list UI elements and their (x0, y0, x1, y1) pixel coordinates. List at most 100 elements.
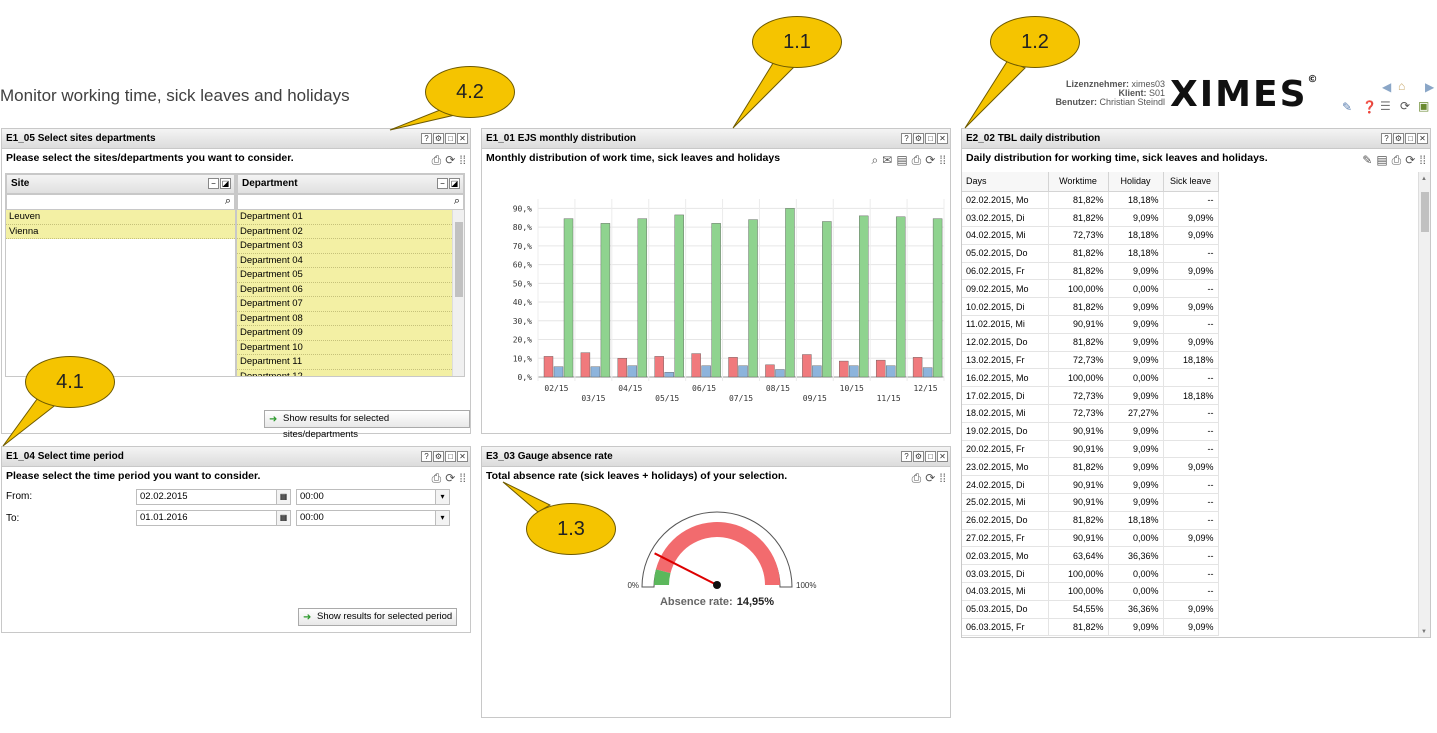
print-icon[interactable]: ⎙ (911, 153, 922, 167)
maximize-button[interactable]: □ (1405, 133, 1416, 144)
maximize-button[interactable]: □ (445, 133, 456, 144)
calendar-icon[interactable]: ▦ (276, 511, 290, 525)
department-item[interactable]: Department 04 (237, 253, 452, 268)
grid-icon[interactable]: ⁞⁞ (459, 471, 466, 485)
department-item[interactable]: Department 05 (237, 268, 452, 283)
table-row[interactable]: 16.02.2015, Mo 100,00% 0,00% -- (962, 368, 1219, 388)
site-item[interactable]: Leuven (6, 210, 235, 225)
table-row[interactable]: 03.02.2015, Di 81,82% 9,09% 9,09% (962, 208, 1219, 228)
site-filter-input[interactable]: ⌕ (6, 194, 235, 210)
table-row[interactable]: 09.02.2015, Mo 100,00% 0,00% -- (962, 279, 1219, 299)
help-button[interactable]: ? (1381, 133, 1392, 144)
show-results-sites-button[interactable]: ➜ Show results for selected sites/departm… (264, 410, 470, 440)
table-row[interactable]: 20.02.2015, Fr 90,91% 9,09% -- (962, 440, 1219, 459)
refresh-icon[interactable]: ⟳ (445, 471, 456, 485)
column-header[interactable]: Sick leave (1163, 172, 1219, 192)
close-button[interactable]: ✕ (457, 133, 468, 144)
collapse-button[interactable]: − (208, 178, 219, 189)
table-row[interactable]: 04.03.2015, Mi 100,00% 0,00% -- (962, 582, 1219, 601)
table-row[interactable]: 12.02.2015, Do 81,82% 9,09% 9,09% (962, 333, 1219, 352)
department-filter-input[interactable]: ⌕ (237, 194, 464, 210)
table-row[interactable]: 10.02.2015, Di 81,82% 9,09% 9,09% (962, 297, 1219, 317)
grid-icon[interactable]: ⁞⁞ (1419, 153, 1426, 167)
from-date-field[interactable]: 02.02.2015 ▦ (136, 489, 291, 505)
wrench-icon[interactable]: ✎ (1342, 100, 1353, 114)
settings-button[interactable]: ⚙ (913, 133, 924, 144)
show-results-period-button[interactable]: ➜ Show results for selected period (298, 608, 458, 626)
settings-button[interactable]: ⚙ (1393, 133, 1404, 144)
search-icon[interactable]: ⌕ (224, 195, 231, 207)
help-button[interactable]: ? (901, 133, 912, 144)
close-button[interactable]: ✕ (1417, 133, 1428, 144)
column-header[interactable]: Days (962, 172, 1049, 192)
table-row[interactable]: 02.02.2015, Mo 81,82% 18,18% -- (962, 191, 1219, 210)
zoom-icon[interactable]: ⌕ (871, 153, 879, 167)
department-item[interactable]: Department 06 (237, 282, 452, 297)
chevron-down-icon[interactable]: ▾ (435, 511, 449, 525)
exit-icon[interactable]: ▣ (1418, 99, 1430, 113)
excel-icon[interactable]: ▤ (1376, 153, 1388, 167)
table-row[interactable]: 06.02.2015, Fr 81,82% 9,09% 9,09% (962, 262, 1219, 281)
help-button[interactable]: ? (421, 133, 432, 144)
settings-button[interactable]: ⚙ (433, 451, 444, 462)
settings-button[interactable]: ⚙ (433, 133, 444, 144)
column-header[interactable]: Holiday (1108, 172, 1164, 192)
back-arrow-icon[interactable]: ◀ (1382, 80, 1392, 94)
table-row[interactable]: 24.02.2015, Di 90,91% 9,09% -- (962, 475, 1219, 495)
chevron-down-icon[interactable]: ▾ (435, 490, 449, 504)
maximize-button[interactable]: □ (925, 133, 936, 144)
excel-icon[interactable]: ▤ (896, 153, 908, 167)
close-button[interactable]: ✕ (937, 133, 948, 144)
menu-icon[interactable]: ☰ (1380, 99, 1391, 113)
table-row[interactable]: 04.02.2015, Mi 72,73% 18,18% 9,09% (962, 226, 1219, 245)
table-row[interactable]: 25.02.2015, Mi 90,91% 9,09% -- (962, 493, 1219, 512)
edit-icon[interactable]: ✎ (1362, 153, 1373, 167)
close-button[interactable]: ✕ (457, 451, 468, 462)
department-item[interactable]: Department 09 (237, 326, 452, 341)
print-icon[interactable]: ⎙ (911, 471, 922, 485)
table-row[interactable]: 05.03.2015, Do 54,55% 36,36% 9,09% (962, 600, 1219, 619)
department-item[interactable]: Department 02 (237, 224, 452, 239)
to-time-select[interactable]: 00:00 ▾ (296, 510, 450, 526)
table-row[interactable]: 26.02.2015, Do 81,82% 18,18% -- (962, 511, 1219, 530)
table-row[interactable]: 27.02.2015, Fr 90,91% 0,00% 9,09% (962, 529, 1219, 548)
settings-button[interactable]: ⚙ (913, 451, 924, 462)
table-scrollbar[interactable]: ▲ ▼ (1418, 172, 1430, 637)
forward-arrow-icon[interactable]: ▶ (1425, 80, 1435, 94)
from-time-select[interactable]: 00:00 ▾ (296, 489, 450, 505)
home-icon[interactable]: ⌂ (1398, 79, 1406, 93)
department-item[interactable]: Department 12 (237, 369, 452, 376)
comment-icon[interactable]: ✉ (882, 153, 893, 167)
refresh-icon[interactable]: ⟳ (925, 471, 936, 485)
collapse-button[interactable]: − (437, 178, 448, 189)
print-icon[interactable]: ⎙ (1391, 153, 1402, 167)
maximize-button[interactable]: □ (445, 451, 456, 462)
grid-icon[interactable]: ⁞⁞ (459, 153, 466, 167)
scroll-thumb[interactable] (1421, 192, 1429, 232)
calendar-icon[interactable]: ▦ (276, 490, 290, 504)
print-icon[interactable]: ⎙ (431, 153, 442, 167)
print-icon[interactable]: ⎙ (431, 471, 442, 485)
grid-icon[interactable]: ⁞⁞ (939, 153, 946, 167)
column-header[interactable]: Worktime (1048, 172, 1109, 192)
department-item[interactable]: Department 10 (237, 340, 452, 355)
help-button[interactable]: ? (421, 451, 432, 462)
help-icon[interactable]: ❓ (1362, 100, 1377, 114)
scroll-thumb[interactable] (455, 222, 463, 297)
table-row[interactable]: 03.03.2015, Di 100,00% 0,00% -- (962, 564, 1219, 584)
search-icon[interactable]: ⌕ (453, 195, 460, 207)
department-item[interactable]: Department 01 (237, 210, 452, 225)
scroll-down-icon[interactable]: ▼ (1421, 629, 1427, 635)
table-row[interactable]: 11.02.2015, Mi 90,91% 9,09% -- (962, 315, 1219, 334)
table-row[interactable]: 19.02.2015, Do 90,91% 9,09% -- (962, 422, 1219, 441)
grid-icon[interactable]: ⁞⁞ (939, 471, 946, 485)
table-row[interactable]: 02.03.2015, Mo 63,64% 36,36% -- (962, 546, 1219, 566)
department-item[interactable]: Department 03 (237, 239, 452, 254)
filter-toggle-button[interactable]: ◪ (449, 178, 460, 189)
close-button[interactable]: ✕ (937, 451, 948, 462)
department-item[interactable]: Department 07 (237, 297, 452, 312)
table-row[interactable]: 23.02.2015, Mo 81,82% 9,09% 9,09% (962, 457, 1219, 477)
table-row[interactable]: 05.02.2015, Do 81,82% 18,18% -- (962, 244, 1219, 263)
refresh-icon[interactable]: ⟳ (1400, 99, 1411, 113)
refresh-icon[interactable]: ⟳ (445, 153, 456, 167)
